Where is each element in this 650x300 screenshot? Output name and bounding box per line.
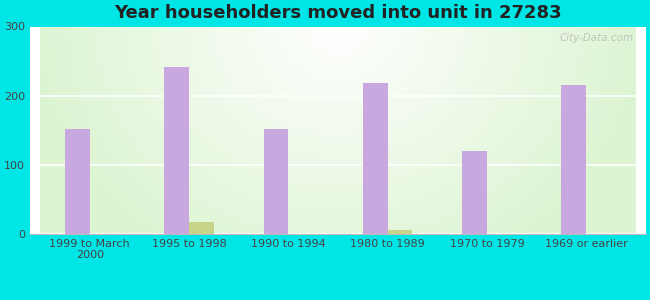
Bar: [562, 85, 586, 234]
Bar: [363, 83, 387, 234]
Bar: [164, 67, 189, 234]
Bar: [462, 151, 487, 234]
Bar: [65, 129, 90, 234]
Legend: White Non-Hispanic, Black: White Non-Hispanic, Black: [216, 298, 460, 300]
Bar: [263, 129, 289, 234]
Bar: [387, 230, 413, 234]
Text: City-Data.com: City-Data.com: [560, 33, 634, 43]
Bar: [189, 222, 214, 234]
Title: Year householders moved into unit in 27283: Year householders moved into unit in 272…: [114, 4, 562, 22]
